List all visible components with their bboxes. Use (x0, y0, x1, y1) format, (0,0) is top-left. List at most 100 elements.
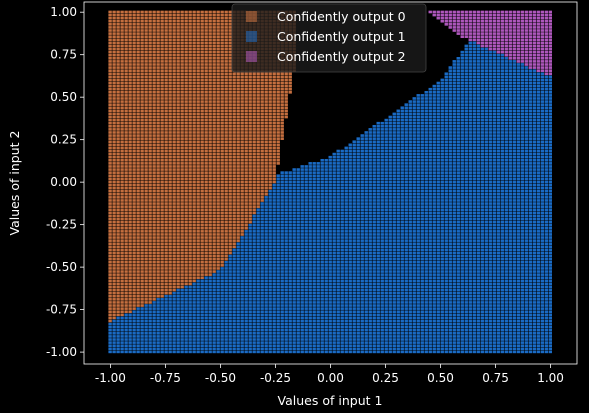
data-point (220, 29, 223, 32)
data-point (132, 159, 135, 162)
data-point (248, 97, 251, 100)
data-point (212, 156, 215, 159)
data-point (132, 42, 135, 45)
data-point (208, 100, 211, 103)
data-point (124, 11, 127, 14)
data-point (256, 329, 259, 332)
data-point (112, 181, 115, 184)
data-point (184, 233, 187, 236)
data-point (204, 128, 207, 131)
data-point (132, 69, 135, 72)
data-point (108, 261, 111, 264)
data-point (128, 276, 131, 279)
data-point (176, 184, 179, 187)
data-point (224, 323, 227, 326)
data-point (124, 125, 127, 128)
data-point (232, 131, 235, 134)
data-point (192, 97, 195, 100)
data-point (216, 181, 219, 184)
data-point (208, 193, 211, 196)
data-point (144, 97, 147, 100)
data-point (132, 301, 135, 304)
data-point (140, 11, 143, 14)
data-point (180, 97, 183, 100)
data-point (204, 125, 207, 128)
data-point (108, 187, 111, 190)
data-point (164, 14, 167, 17)
data-point (108, 332, 111, 335)
data-point (208, 85, 211, 88)
data-point (200, 224, 203, 227)
data-point (200, 100, 203, 103)
data-point (132, 221, 135, 224)
data-point (224, 184, 227, 187)
data-point (148, 17, 151, 20)
data-point (156, 128, 159, 131)
data-point (272, 72, 275, 75)
data-point (156, 23, 159, 26)
data-point (188, 335, 191, 338)
data-point (240, 125, 243, 128)
data-point (248, 341, 251, 344)
data-point (204, 156, 207, 159)
data-point (212, 351, 215, 354)
data-point (176, 187, 179, 190)
data-point (200, 26, 203, 29)
data-point (136, 103, 139, 106)
data-point (108, 184, 111, 187)
data-point (188, 150, 191, 153)
data-point (264, 304, 267, 307)
data-point (180, 196, 183, 199)
data-point (208, 153, 211, 156)
data-point (140, 45, 143, 48)
data-point (276, 82, 279, 85)
data-point (212, 326, 215, 329)
data-point (176, 292, 179, 295)
data-point (232, 171, 235, 174)
data-point (152, 79, 155, 82)
data-point (260, 307, 263, 310)
data-point (216, 292, 219, 295)
data-point (220, 100, 223, 103)
data-point (208, 140, 211, 143)
data-point (256, 273, 259, 276)
data-point (220, 38, 223, 41)
data-point (120, 60, 123, 63)
data-point (264, 307, 267, 310)
data-point (112, 242, 115, 245)
data-point (120, 215, 123, 218)
data-point (236, 298, 239, 301)
data-point (216, 23, 219, 26)
data-point (148, 178, 151, 181)
data-point (192, 190, 195, 193)
data-point (176, 301, 179, 304)
data-point (152, 258, 155, 261)
data-point (132, 128, 135, 131)
data-point (152, 341, 155, 344)
data-point (136, 199, 139, 202)
data-point (140, 283, 143, 286)
data-point (248, 233, 251, 236)
data-point (212, 184, 215, 187)
data-point (184, 106, 187, 109)
data-point (200, 122, 203, 125)
data-point (160, 159, 163, 162)
data-point (216, 270, 219, 273)
data-point (184, 221, 187, 224)
data-point (260, 221, 263, 224)
data-point (208, 150, 211, 153)
data-point (112, 14, 115, 17)
data-point (224, 252, 227, 255)
data-point (180, 110, 183, 113)
data-point (132, 351, 135, 354)
data-point (256, 79, 259, 82)
data-point (240, 230, 243, 233)
data-point (112, 57, 115, 60)
data-point (240, 298, 243, 301)
data-point (124, 60, 127, 63)
data-point (168, 184, 171, 187)
data-point (144, 125, 147, 128)
data-point (276, 91, 279, 94)
data-point (140, 307, 143, 310)
data-point (168, 140, 171, 143)
